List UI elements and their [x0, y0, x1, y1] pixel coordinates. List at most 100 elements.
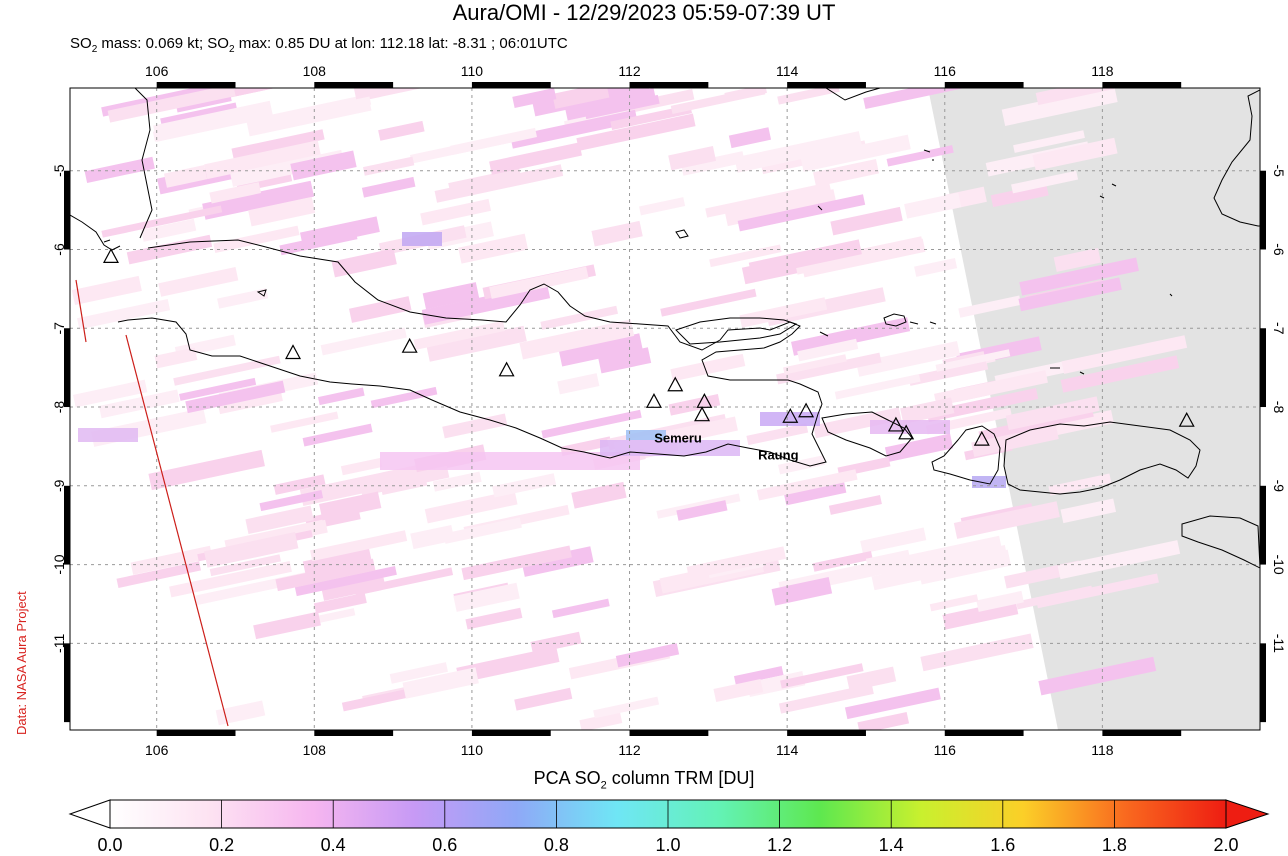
- sumatra-coast: [70, 214, 121, 251]
- frame-bar: [64, 485, 70, 565]
- so2-streak: [1018, 277, 1122, 312]
- so2-streak: [676, 500, 728, 521]
- so2-streak: [179, 377, 257, 401]
- so2-streak: [571, 481, 627, 509]
- so2-streak: [557, 373, 600, 395]
- sumbawa-coast: [1003, 421, 1201, 495]
- so2-streak: [884, 433, 954, 463]
- colorbar-tick-label: 1.2: [767, 835, 793, 855]
- so2-enhanced-streak: [78, 428, 138, 442]
- so2-streak: [141, 218, 197, 242]
- so2-streak: [153, 100, 274, 142]
- frame-bar: [1260, 485, 1266, 565]
- so2-streak: [1019, 257, 1139, 296]
- lombok-coast: [931, 425, 1001, 485]
- so2-streak: [914, 258, 958, 277]
- so2-streak: [541, 409, 642, 439]
- volcano-labels: Semeru Raung: [654, 431, 798, 463]
- so2-streak: [834, 373, 921, 400]
- so2-streak: [958, 295, 1022, 318]
- so2-streak: [185, 380, 286, 414]
- so2-streak: [321, 574, 386, 601]
- so2-streak: [217, 288, 269, 309]
- so2-streak: [218, 392, 283, 415]
- so2-streak: [319, 491, 382, 521]
- longitude-label: 116: [934, 63, 957, 79]
- frame-bar: [787, 730, 866, 736]
- so2-streak: [971, 424, 1059, 457]
- so2-streak: [275, 558, 376, 592]
- so2-enhanced-streak: [380, 452, 640, 470]
- longitude-labels: 106 106 108 108 110 110 112 112 114 114 116 116 118 1…: [145, 63, 1114, 758]
- frame-bar: [314, 730, 394, 736]
- latitude-label: -10: [51, 554, 67, 574]
- so2-streak: [844, 687, 941, 720]
- volcano-icon: [667, 376, 684, 392]
- so2-streak: [432, 471, 482, 492]
- so2-streak: [202, 180, 315, 220]
- so2-streak: [101, 205, 223, 238]
- volcano-icon: [498, 361, 515, 377]
- so2-streak: [422, 282, 480, 310]
- latitude-labels: -5 -5 -6 -6 -7 -7 -8 -8 -9 -9 -10 -10 -11 -11: [51, 164, 1287, 653]
- so2-streak: [84, 156, 155, 183]
- so2-streak: [976, 590, 1024, 612]
- frame-bar: [156, 730, 236, 736]
- so2-streak: [800, 134, 911, 172]
- latitude-label: -9: [51, 479, 67, 492]
- frame-bar: [944, 82, 1024, 88]
- so2-streak: [173, 355, 281, 386]
- volcano-icon: [973, 430, 990, 446]
- so2-streak: [709, 244, 782, 268]
- so2-streak: [98, 389, 180, 419]
- longitude-label: 112: [618, 63, 641, 79]
- so2-streak: [456, 646, 560, 684]
- so2-streak: [783, 354, 847, 375]
- so2-streak: [935, 349, 1011, 372]
- so2-streak: [453, 582, 520, 612]
- so2-streak: [361, 176, 416, 198]
- longitude-label: 116: [934, 742, 957, 758]
- so2-streak: [71, 275, 142, 306]
- longitude-label: 114: [776, 742, 799, 758]
- so2-streak: [780, 663, 864, 689]
- so2-streak: [734, 131, 863, 173]
- frame-bar: [944, 730, 1024, 736]
- so2-streak: [209, 182, 262, 204]
- so2-streak: [402, 667, 479, 699]
- latitude-label: -10: [1271, 554, 1287, 574]
- frame-bar: [1102, 82, 1182, 88]
- latitude-label: -11: [1271, 634, 1287, 653]
- so2-streak: [624, 89, 695, 114]
- latitude-label: -6: [51, 243, 67, 256]
- java-north-coast: [117, 239, 827, 467]
- so2-streak: [359, 465, 450, 497]
- so2-streak: [564, 88, 657, 121]
- volcano-label: Semeru: [654, 431, 702, 446]
- so2-streak: [776, 352, 882, 385]
- frame-bar: [787, 82, 866, 88]
- so2-streak: [158, 266, 239, 297]
- colorbar-title: PCA SO2 column TRM [DU]: [533, 768, 755, 792]
- so2-streak: [349, 296, 412, 323]
- so2-streak: [215, 700, 266, 726]
- colorbar-tick-label: 1.8: [1101, 835, 1127, 855]
- volcano-icon: [887, 416, 904, 432]
- colorbar-tick-marks: [109, 800, 1227, 828]
- longitude-label: 106: [145, 742, 169, 758]
- colorbar-tick-label: 1.4: [878, 835, 904, 855]
- colorbar-low-arrow: [68, 799, 111, 829]
- volcano-icon: [102, 248, 119, 263]
- colorbar-high-arrow: [1225, 799, 1270, 829]
- latitude-label: -7: [1271, 322, 1287, 335]
- volcano-icon: [782, 408, 799, 423]
- latitude-label: -7: [51, 322, 67, 335]
- so2-streak: [748, 239, 862, 278]
- latitude-label: -11: [51, 634, 67, 653]
- so2-streak: [279, 229, 358, 256]
- so2-streak: [724, 189, 837, 227]
- latitude-label: -5: [51, 164, 67, 177]
- so2-streak: [310, 530, 408, 562]
- so2-streak: [410, 524, 455, 550]
- so2-streak: [813, 407, 902, 439]
